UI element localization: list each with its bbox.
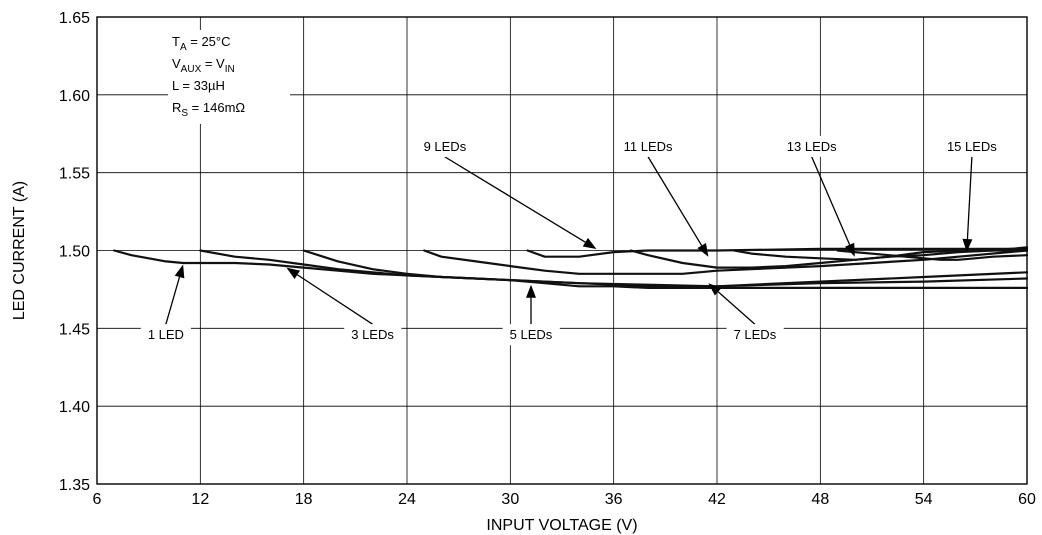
plot-frame <box>96 16 1028 485</box>
leader-line-9-leds <box>444 156 586 243</box>
leader-line-15-leds <box>966 156 973 240</box>
x-tick-label: 60 <box>1018 491 1036 508</box>
series-curve-11-leds <box>629 246 1029 269</box>
series-curve-13-leds <box>733 249 1029 261</box>
series-label-5-leds: 5 LEDs <box>510 327 553 342</box>
leader-arrowhead-3-leds <box>286 267 301 279</box>
y-tick-label: 1.35 <box>59 477 90 494</box>
x-tick-label: 24 <box>398 491 416 508</box>
leader-arrowhead-9-leds <box>582 237 597 249</box>
leader-line-13-leds <box>811 156 851 246</box>
series-curves <box>113 246 1029 289</box>
leader-line-1-led <box>165 276 181 325</box>
y-tick-label: 1.40 <box>59 399 90 416</box>
series-label-13-leds: 13 LEDs <box>787 139 837 154</box>
plot-border <box>96 16 1028 485</box>
y-tick-label: 1.65 <box>59 10 90 27</box>
conditions-background <box>168 30 290 124</box>
leader-arrowhead-1-led <box>174 264 185 279</box>
label-background <box>140 324 191 346</box>
y-tick-label: 1.55 <box>59 166 90 183</box>
series-label-11-leds: 11 LEDs <box>624 139 673 154</box>
x-tick-label: 12 <box>191 491 209 508</box>
leader-arrowhead-13-leds <box>845 242 855 257</box>
leader-line-7-leds <box>717 291 756 325</box>
y-tick-label: 1.60 <box>59 88 90 105</box>
x-tick-label: 18 <box>295 491 313 508</box>
series-curve-9-leds <box>526 247 1029 258</box>
label-background <box>779 135 845 157</box>
leader-line-11-leds <box>647 156 703 246</box>
label-background <box>416 135 474 157</box>
leader-line-3-leds <box>296 274 373 325</box>
label-background <box>616 135 681 157</box>
tick-labels: 6 12 18 24 30 36 42 48 54 60 1.35 1.40 1.45 1.50 1.55 1… <box>59 10 1036 508</box>
condition-line: VAUX = VIN <box>172 56 235 75</box>
series-label-7-leds: 7 LEDs <box>734 327 777 342</box>
label-background <box>939 135 1005 157</box>
leader-arrowhead-11-leds <box>697 243 709 257</box>
condition-line: L = 33µH <box>172 78 225 93</box>
condition-line: RS = 146mΩ <box>172 100 245 119</box>
y-tick-label: 1.45 <box>59 321 90 338</box>
y-axis-title: LED CURRENT (A) <box>11 181 28 320</box>
label-background <box>502 324 560 346</box>
series-curve-7-leds <box>423 249 1029 275</box>
x-tick-label: 36 <box>605 491 623 508</box>
leader-arrowhead-5-leds <box>526 284 536 298</box>
series-label-1-led: 1 LED <box>148 327 184 342</box>
x-tick-label: 6 <box>93 491 102 508</box>
label-background <box>726 324 784 346</box>
leader-arrowhead-15-leds <box>962 238 973 253</box>
x-tick-label: 42 <box>708 491 726 508</box>
x-tick-label: 54 <box>915 491 933 508</box>
series-label-15-leds: 15 LEDs <box>947 139 997 154</box>
label-background <box>344 324 402 346</box>
series-curve-15-leds <box>836 249 1029 261</box>
condition-line: TA = 25°C <box>172 34 231 53</box>
x-axis-title: INPUT VOLTAGE (V) <box>486 517 637 534</box>
leader-arrowhead-7-leds <box>708 283 722 296</box>
x-tick-label: 30 <box>501 491 519 508</box>
test-conditions: TA = 25°C VAUX = VIN L = 33µH RS = 146mΩ <box>168 30 290 124</box>
series-label-3-leds: 3 LEDs <box>351 327 394 342</box>
series-labels: 1 LED 3 LEDs 5 LEDs 7 LEDs 9 LEDs 11 LEDs 13 L… <box>140 135 1005 346</box>
series-label-9-leds: 9 LEDs <box>424 139 467 154</box>
x-tick-label: 48 <box>811 491 829 508</box>
series-leaders <box>165 156 973 325</box>
series-curve-5-leds <box>302 249 1029 289</box>
y-tick-label: 1.50 <box>59 244 90 261</box>
